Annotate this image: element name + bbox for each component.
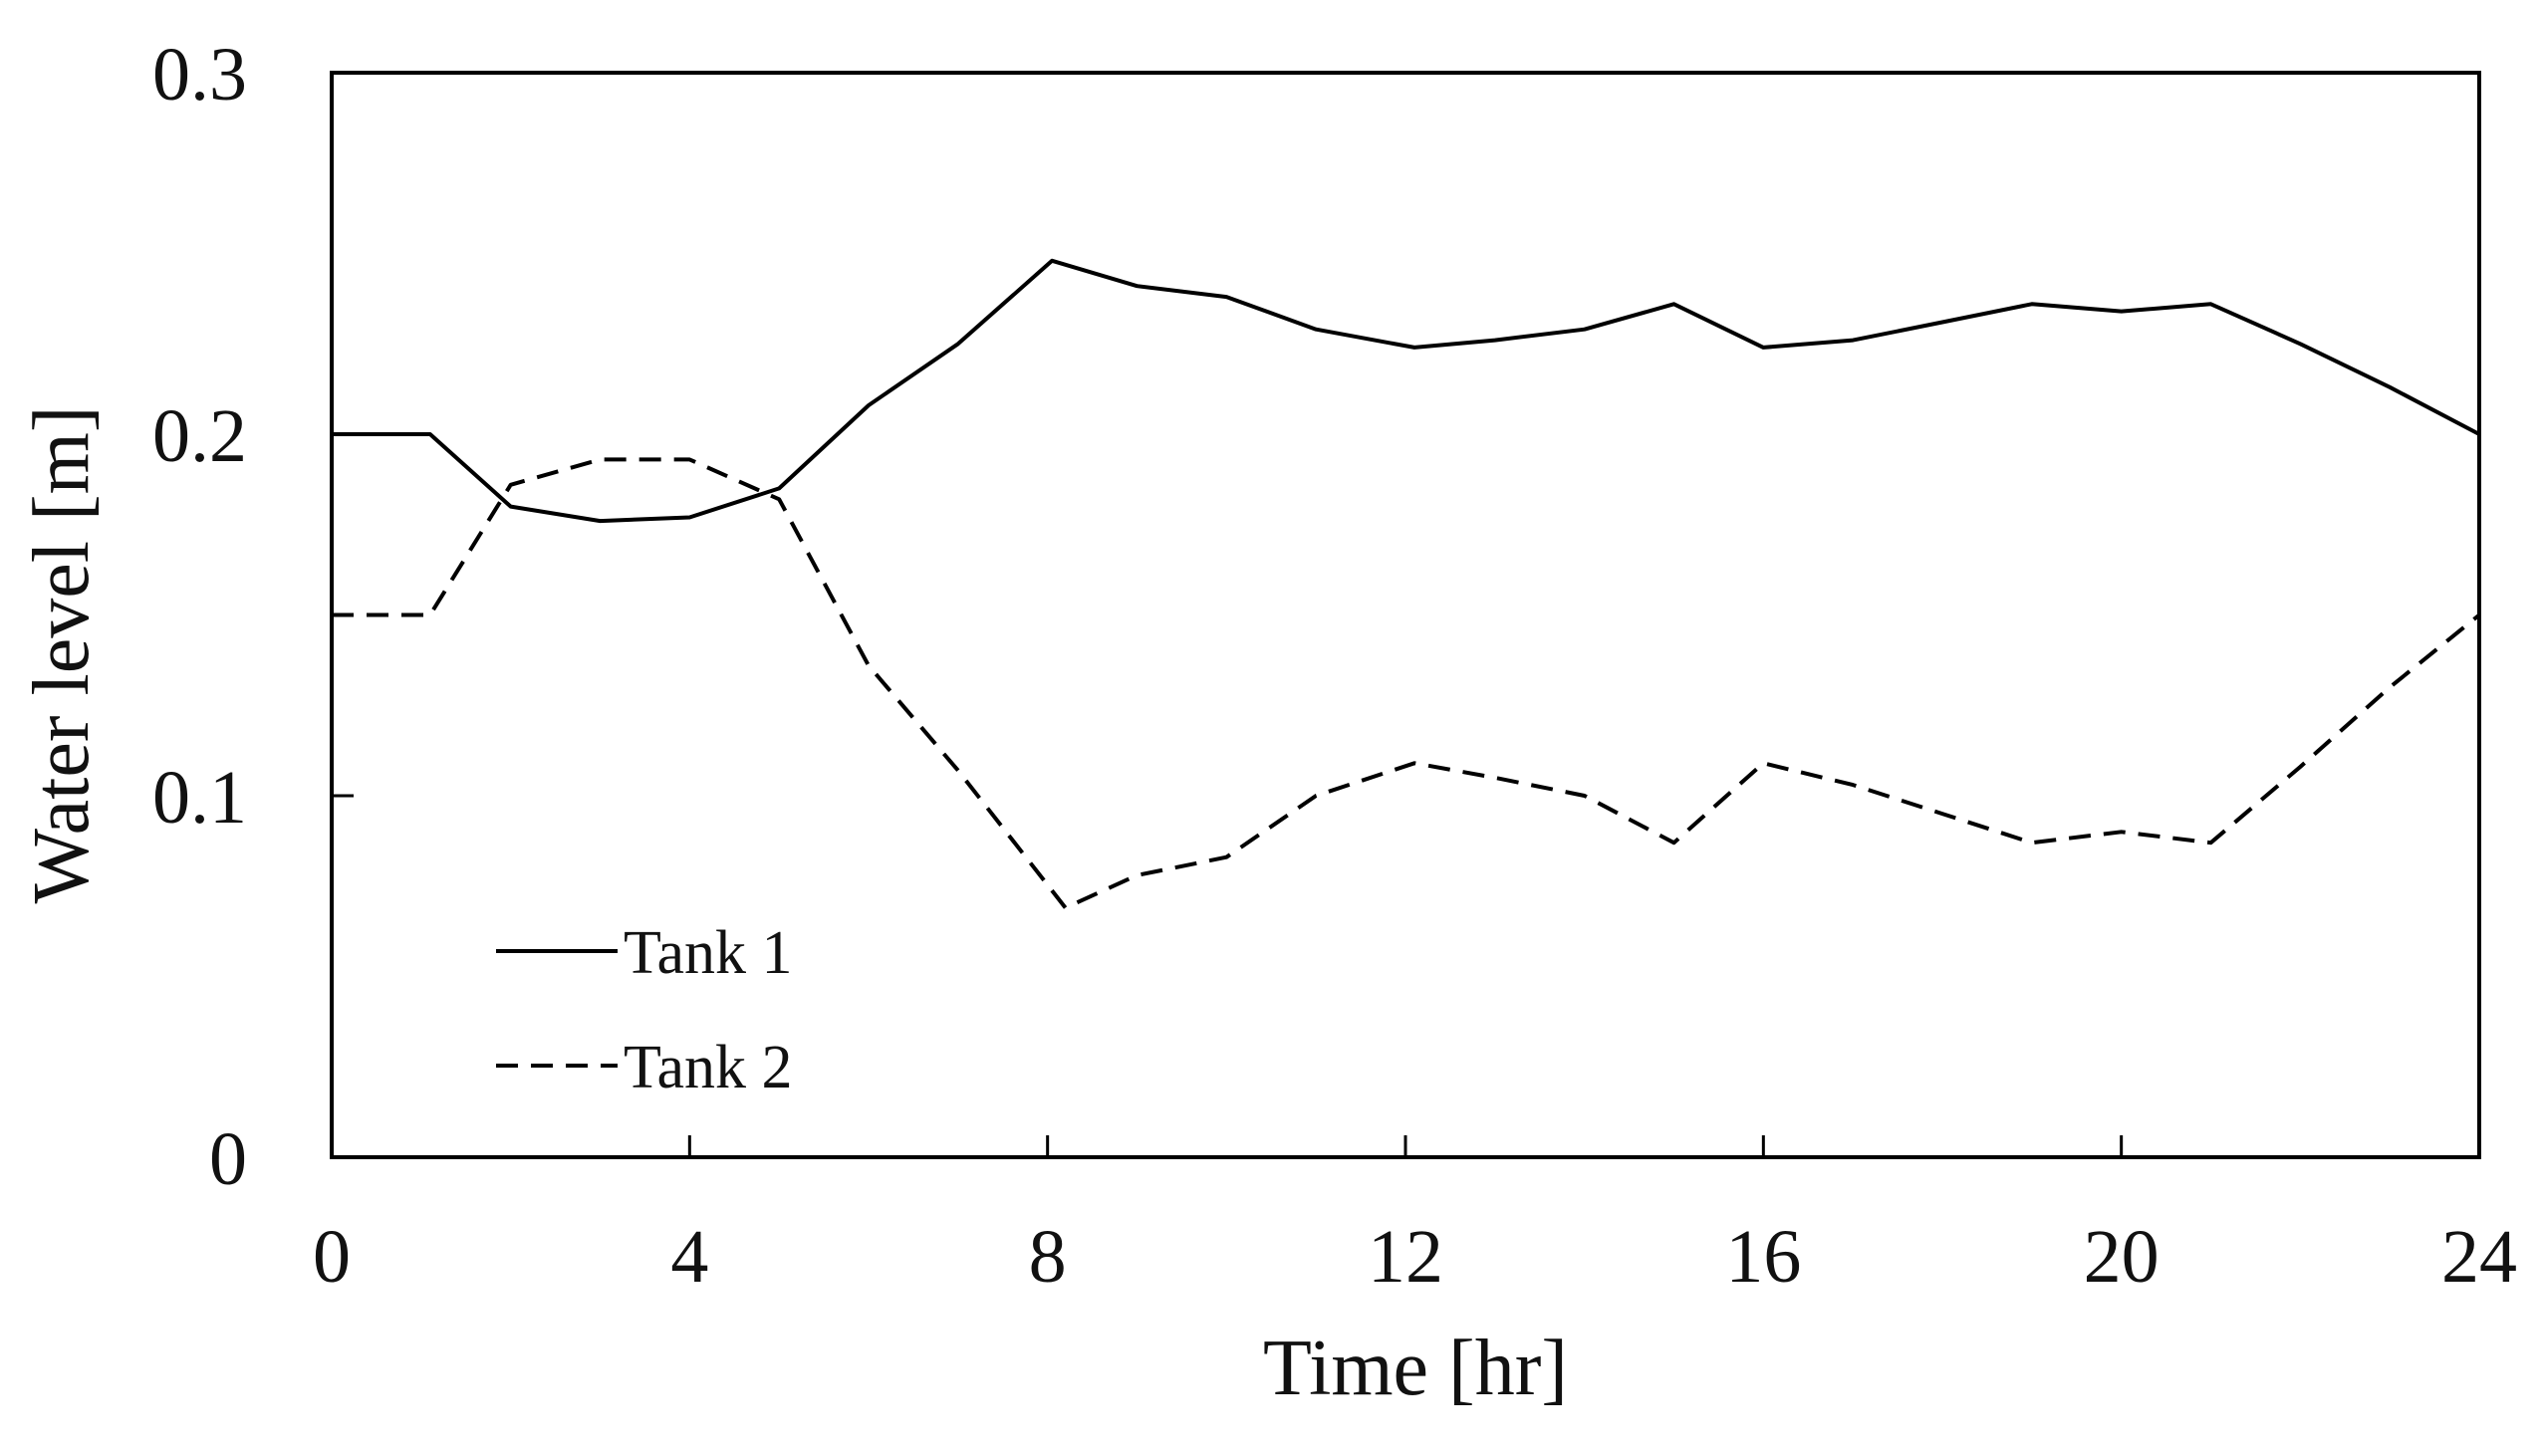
y-tick-label-3: 0.3 xyxy=(152,33,247,117)
x-tick-label-2: 8 xyxy=(1029,1215,1067,1299)
series-group xyxy=(332,258,2481,910)
legend-label-tank-2: Tank 2 xyxy=(624,1034,793,1101)
x-tick-label-1: 4 xyxy=(670,1215,708,1299)
legend: Tank 1 Tank 2 xyxy=(496,919,793,1101)
x-tick-label-4: 16 xyxy=(1725,1215,1801,1299)
plot-frame xyxy=(330,71,2481,1159)
x-tick-label-3: 12 xyxy=(1368,1215,1443,1299)
y-axis-label: Water level [m] xyxy=(18,406,106,904)
y-tick-label-2: 0.2 xyxy=(152,394,247,478)
y-tick-label-0: 0 xyxy=(209,1117,247,1201)
x-tick-label-0: 0 xyxy=(313,1215,351,1299)
y-tick-label-1: 0.1 xyxy=(152,756,247,840)
axes-group: 0 4 8 12 16 20 24 0 0.1 0.2 0.3 xyxy=(152,33,2517,1299)
series-line-tank-1 xyxy=(332,258,2480,524)
x-tick-label-6: 24 xyxy=(2441,1215,2517,1299)
x-tick-label-5: 20 xyxy=(2084,1215,2160,1299)
x-axis-label: Time [hr] xyxy=(1263,1325,1568,1412)
legend-label-tank-1: Tank 1 xyxy=(624,919,793,987)
series-line-tank-2 xyxy=(332,457,2481,910)
